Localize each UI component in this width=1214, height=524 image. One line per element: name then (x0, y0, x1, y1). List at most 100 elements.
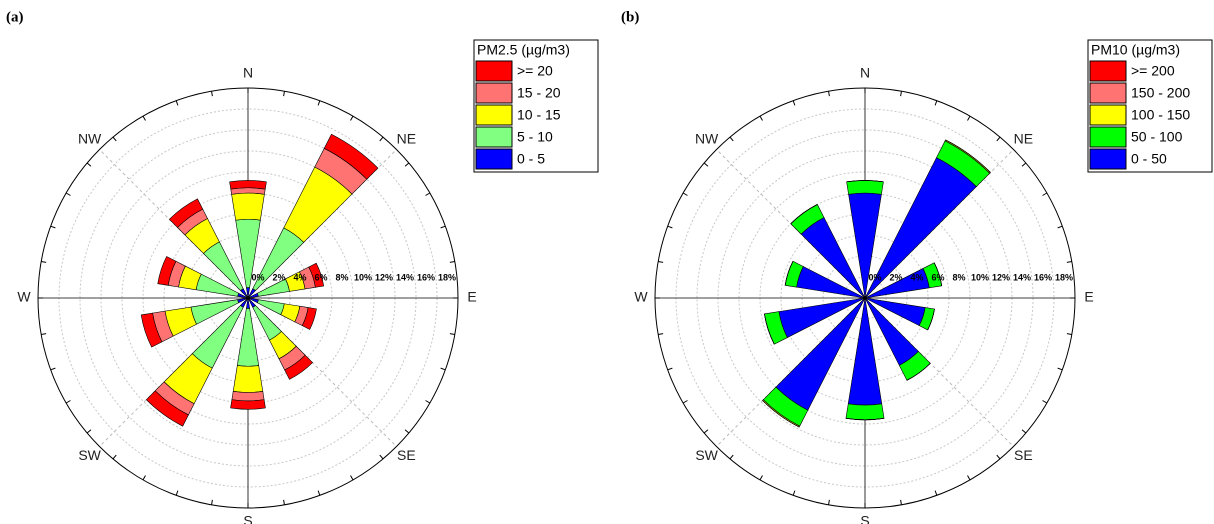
wind-bar (231, 390, 265, 402)
outer-tick (283, 499, 285, 505)
compass-label: SE (397, 447, 416, 463)
legend-label: 0 - 50 (1131, 151, 1167, 167)
compass-label: NE (1014, 130, 1033, 146)
wind-bar (231, 192, 265, 221)
r-tick-label: 14% (1013, 272, 1031, 282)
outer-tick (425, 400, 431, 404)
outer-tick (759, 475, 763, 481)
outer-tick (682, 192, 688, 196)
r-tick-label: 8% (335, 272, 348, 282)
wind-bar (230, 399, 266, 410)
legend-swatch (1089, 126, 1127, 148)
outer-tick (379, 454, 384, 460)
compass-label: NE (397, 130, 416, 146)
wind-bar (323, 133, 379, 180)
compass-label: W (634, 289, 648, 305)
outer-tick (967, 115, 971, 121)
r-tick-label: 16% (417, 272, 435, 282)
compass-label: SE (1014, 447, 1033, 463)
outer-tick (658, 261, 664, 263)
outer-tick (65, 192, 71, 196)
outer-tick (828, 499, 830, 505)
compass-label: SW (695, 447, 718, 463)
outer-tick (112, 454, 117, 460)
wind-bar (284, 354, 314, 380)
r-tick-label: 12% (992, 272, 1010, 282)
legend-swatch (475, 82, 513, 104)
outer-tick (792, 100, 796, 106)
compass-label: N (860, 65, 870, 81)
legend-swatch (475, 126, 513, 148)
wind-bar (236, 308, 260, 367)
legend-label: 50 - 100 (1131, 129, 1183, 145)
outer-tick (1042, 192, 1048, 196)
outer-tick (792, 490, 796, 496)
wind-bar (764, 313, 775, 345)
wind-bar (232, 365, 264, 393)
wind-bar (168, 198, 204, 228)
outer-tick (86, 429, 92, 434)
outer-tick (1066, 333, 1072, 335)
legend-label: >= 200 (1131, 63, 1175, 79)
outer-tick (759, 115, 763, 121)
legend-label: 5 - 10 (517, 129, 553, 145)
wind-bar (157, 256, 177, 286)
legend-label: 0 - 5 (517, 151, 545, 167)
wind-bar (933, 262, 943, 286)
legend-swatch (1089, 82, 1127, 104)
r-tick-label: 2% (889, 272, 902, 282)
outer-tick (934, 100, 938, 106)
r-tick-label: 14% (396, 272, 414, 282)
compass-label: SW (78, 447, 101, 463)
r-tick-label: 18% (438, 272, 456, 282)
spoke (864, 297, 1014, 447)
outer-tick (142, 475, 146, 481)
outer-tick (658, 333, 664, 335)
outer-tick (900, 91, 902, 97)
legend-swatch (475, 104, 513, 126)
r-tick-label: 4% (910, 272, 923, 282)
r-tick-label: 18% (1055, 272, 1073, 282)
outer-tick (900, 499, 902, 505)
outer-tick (41, 333, 47, 335)
outer-tick (440, 225, 446, 229)
outer-tick (50, 225, 56, 229)
compass-label: NW (78, 130, 102, 146)
r-tick-label: 4% (293, 272, 306, 282)
outer-tick (379, 136, 384, 142)
outer-tick (828, 91, 830, 97)
outer-tick (703, 162, 709, 167)
spoke (247, 297, 397, 447)
outer-tick (86, 162, 92, 167)
outer-tick (440, 367, 446, 371)
wind-bar (784, 261, 794, 286)
wind-bar (845, 403, 885, 421)
panel-label: (a) (6, 9, 24, 25)
legend-label: 100 - 150 (1131, 107, 1190, 123)
wind-bar (846, 180, 884, 195)
outer-tick (1042, 400, 1048, 404)
r-tick-label: 6% (931, 272, 944, 282)
outer-tick (211, 499, 213, 505)
outer-tick (967, 475, 971, 481)
outer-tick (934, 490, 938, 496)
outer-tick (142, 115, 146, 121)
r-tick-label: 10% (354, 272, 372, 282)
wind-bar (140, 312, 163, 348)
legend-label: 10 - 15 (517, 107, 561, 123)
outer-tick (1021, 429, 1027, 434)
r-tick-label: 0% (251, 272, 264, 282)
panel-label: (b) (621, 9, 639, 25)
legend-title: PM10 (µg/m3) (1091, 42, 1180, 58)
outer-tick (65, 400, 71, 404)
legend-label: 15 - 20 (517, 85, 561, 101)
outer-tick (1021, 162, 1027, 167)
legend-swatch (1089, 104, 1127, 126)
outer-tick (449, 333, 455, 335)
compass-label: NW (695, 130, 719, 146)
r-tick-label: 0% (868, 272, 881, 282)
outer-tick (50, 367, 56, 371)
r-tick-label: 2% (272, 272, 285, 282)
outer-tick (317, 100, 321, 106)
